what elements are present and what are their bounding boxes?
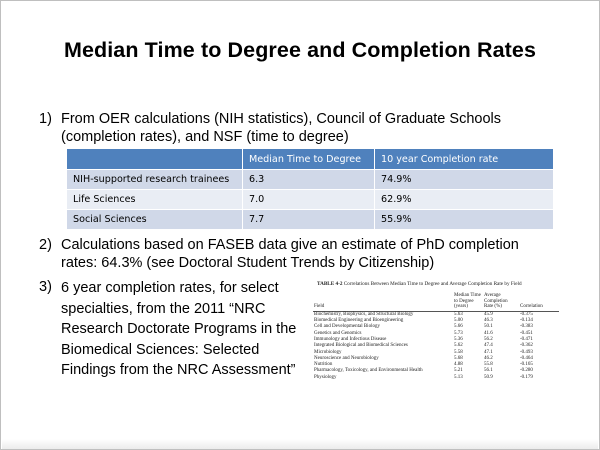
- nrc-table-caption-label: TABLE 4-2: [317, 281, 343, 287]
- nrc-table-cell: -0.383: [520, 324, 533, 330]
- stats-header-median-time: Median Time to Degree: [242, 149, 375, 170]
- nrc-table-cell: Physiology: [314, 374, 337, 380]
- nrc-header-field: Field: [313, 293, 453, 312]
- nrc-table-cell: 5.00: [454, 318, 463, 324]
- stats-header-completion-rate: 10 year Completion rate: [374, 149, 553, 170]
- nrc-table-row: Physiology 5.13 50.9 -0.179: [313, 375, 559, 381]
- nrc-table-cell: Cell and Developmental Biology: [314, 324, 380, 330]
- nrc-table-cell: 41.6: [484, 330, 493, 336]
- nrc-table-cell: Immunology and Infectious Disease: [314, 336, 387, 342]
- nrc-table-cell: 50.9: [484, 374, 493, 380]
- nrc-table-cell: -0.280: [520, 368, 533, 374]
- nrc-table-cell: -0.375: [520, 311, 533, 317]
- nrc-table-cell: Genetics and Genomics: [314, 330, 362, 336]
- nrc-table-cell: Nutrition: [314, 362, 333, 368]
- nrc-table-cell: -0.179: [520, 374, 533, 380]
- nrc-table-cell: 5.36: [454, 336, 463, 342]
- nrc-table-cell: 5.68: [454, 355, 463, 361]
- nrc-table-row: Neuroscience and Neurobiology 5.68 46.2 -0.…: [313, 356, 559, 362]
- nrc-table-cell: 46.3: [484, 318, 493, 324]
- nrc-table-cell: -0.471: [520, 336, 533, 342]
- nrc-table-caption-text: Correlations Between Median Time to Degr…: [343, 281, 522, 287]
- list-text-2: Calculations based on FASEB data give an…: [61, 237, 519, 271]
- table-cell: 62.9%: [374, 189, 553, 210]
- list-number-3: 3): [39, 279, 52, 295]
- nrc-table-row: Genetics and Genomics 5.73 41.6 -0.451: [313, 331, 559, 337]
- nrc-table-cell: Pharmacology, Toxicology, and Environmen…: [314, 368, 423, 374]
- nrc-table-cell: 5.58: [454, 349, 463, 355]
- list-number-2: 2): [39, 237, 52, 253]
- table-row: Life Sciences 7.0 62.9%: [67, 189, 553, 210]
- nrc-table-cell: 47.1: [484, 349, 493, 355]
- list-text-3: 6 year completion rates, for select spec…: [61, 280, 297, 378]
- nrc-table-cell: 47.4: [484, 343, 493, 349]
- nrc-table-cell: 5.62: [454, 343, 463, 349]
- table-cell: Social Sciences: [67, 209, 243, 229]
- stats-header-row: Median Time to Degree 10 year Completion…: [67, 149, 553, 170]
- nrc-table-cell: 55.8: [484, 362, 493, 368]
- list-item-2: 2) Calculations based on FASEB data give…: [39, 236, 559, 272]
- table-row: Social Sciences 7.7 55.9%: [67, 209, 553, 229]
- nrc-header-completion-rate: Average Completion Rate (%): [483, 293, 519, 312]
- nrc-table-cell: 5.13: [454, 374, 463, 380]
- nrc-table-cell: Microbiology: [314, 349, 342, 355]
- nrc-table-body: Biochemistry, Biophysics, and Structural…: [313, 311, 559, 381]
- table-cell: 7.7: [242, 209, 375, 229]
- table-cell: Life Sciences: [67, 189, 243, 210]
- stats-header-field: [67, 149, 243, 170]
- table-cell: 74.9%: [374, 169, 553, 190]
- nrc-table-row: Biochemistry, Biophysics, and Structural…: [313, 311, 559, 318]
- nrc-table-cell: Biomedical Engineering and Bioengineerin…: [314, 318, 404, 324]
- nrc-table-cell: 4.88: [454, 362, 463, 368]
- table-cell: 6.3: [242, 169, 375, 190]
- nrc-table-cell: 5.63: [454, 311, 463, 317]
- nrc-header-correlation: Correlation: [519, 293, 559, 312]
- nrc-table-cell: Integrated Biological and Biomedical Sci…: [314, 343, 408, 349]
- nrc-table: Field Median Time to Degree (years) Aver…: [313, 293, 559, 381]
- nrc-table-cell: 50.1: [484, 324, 493, 330]
- list-item-3: 3) 6 year completion rates, for select s…: [39, 278, 309, 381]
- nrc-table-cell: -0.134: [520, 318, 533, 324]
- table-row: NIH-supported research trainees 6.3 74.9…: [67, 169, 553, 190]
- nrc-table-cell: 45.9: [484, 311, 493, 317]
- nrc-header-median-time: Median Time to Degree (years): [453, 293, 483, 312]
- nrc-table-row: Cell and Developmental Biology 5.66 50.1 -0…: [313, 324, 559, 330]
- nrc-table-cell: -0.362: [520, 343, 533, 349]
- stats-table: Median Time to Degree 10 year Completion…: [67, 149, 553, 229]
- nrc-table-cell: 5.73: [454, 330, 463, 336]
- table-cell: 7.0: [242, 189, 375, 210]
- nrc-table-cell: 5.21: [454, 368, 463, 374]
- nrc-table-caption: TABLE 4-2 Correlations Between Median Ti…: [317, 281, 563, 287]
- nrc-table-cell: -0.451: [520, 330, 533, 336]
- nrc-table-row: Immunology and Infectious Disease 5.36 56.…: [313, 337, 559, 343]
- nrc-table-cell: 56.2: [484, 336, 493, 342]
- slide-title: Median Time to Degree and Completion Rat…: [63, 38, 537, 62]
- nrc-table-row: Biomedical Engineering and Bioengineerin…: [313, 318, 559, 324]
- nrc-table-cell: -0.165: [520, 362, 533, 368]
- nrc-table-cell: -0.493: [520, 349, 533, 355]
- nrc-table-row: Nutrition 4.88 55.8 -0.165: [313, 362, 559, 368]
- nrc-table-row: Integrated Biological and Biomedical Sci…: [313, 343, 559, 349]
- table-cell: NIH-supported research trainees: [67, 169, 243, 190]
- list-number-1: 1): [39, 111, 52, 127]
- nrc-table-cell: -0.464: [520, 355, 533, 361]
- list-text-1: From OER calculations (NIH statistics), …: [61, 111, 501, 145]
- nrc-table-row: Pharmacology, Toxicology, and Environmen…: [313, 368, 559, 374]
- nrc-table-row: Microbiology 5.58 47.1 -0.493: [313, 350, 559, 356]
- list-item-1: 1) From OER calculations (NIH statistics…: [39, 110, 559, 146]
- nrc-header-row: Field Median Time to Degree (years) Aver…: [313, 293, 559, 312]
- nrc-table-image: TABLE 4-2 Correlations Between Median Ti…: [313, 281, 563, 441]
- nrc-table-cell: Biochemistry, Biophysics, and Structural…: [314, 311, 414, 317]
- nrc-table-cell: Neuroscience and Neurobiology: [314, 355, 379, 361]
- nrc-table-cell: 56.1: [484, 368, 493, 374]
- nrc-table-cell: 5.66: [454, 324, 463, 330]
- nrc-table-cell: 46.2: [484, 355, 493, 361]
- table-cell: 55.9%: [374, 209, 553, 229]
